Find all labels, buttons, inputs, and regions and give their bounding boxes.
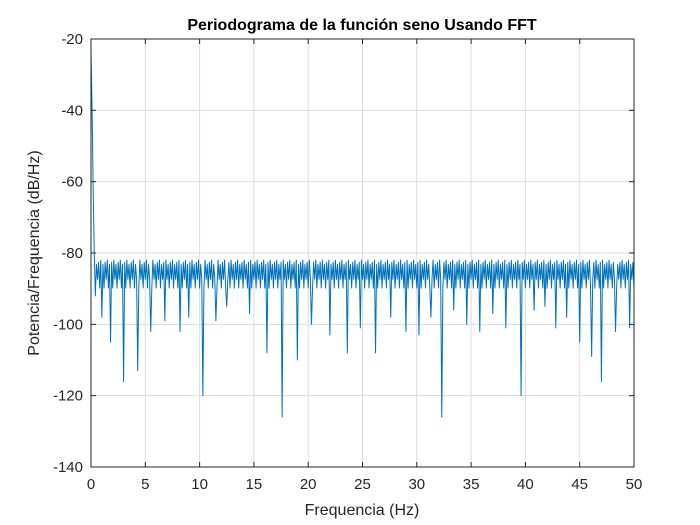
x-axis-label: Frequencia (Hz) — [305, 502, 420, 519]
axis-ticks: 0 5 10 15 20 25 30 35 40 45 50 -140 -120 -100 -80 -60 -4… — [53, 31, 642, 493]
x-tick-label: 45 — [571, 476, 588, 493]
x-tick-label: 20 — [300, 476, 317, 493]
x-tick-label: 30 — [408, 476, 425, 493]
y-tick-label: -40 — [61, 102, 83, 119]
x-tick-label: 50 — [626, 476, 643, 493]
chart-title: Periodograma de la función seno Usando F… — [187, 17, 537, 34]
series-line-periodogram — [90, 49, 635, 418]
x-tick-label: 40 — [517, 476, 534, 493]
y-tick-label: -80 — [61, 245, 83, 262]
y-tick-label: -140 — [53, 459, 83, 476]
x-tick-label: 25 — [354, 476, 371, 493]
x-tick-label: 0 — [87, 476, 95, 493]
x-tick-label: 5 — [141, 476, 149, 493]
y-tick-label: -100 — [53, 316, 83, 333]
x-tick-label: 15 — [246, 476, 263, 493]
y-tick-label: -60 — [61, 174, 83, 191]
y-tick-label: -120 — [53, 388, 83, 405]
plot-area — [90, 49, 635, 418]
y-tick-label: -20 — [61, 31, 83, 48]
x-tick-label: 10 — [191, 476, 208, 493]
x-tick-label: 35 — [463, 476, 480, 493]
y-axis-label: Potencia/Frequencia (dB/Hz) — [26, 150, 43, 355]
